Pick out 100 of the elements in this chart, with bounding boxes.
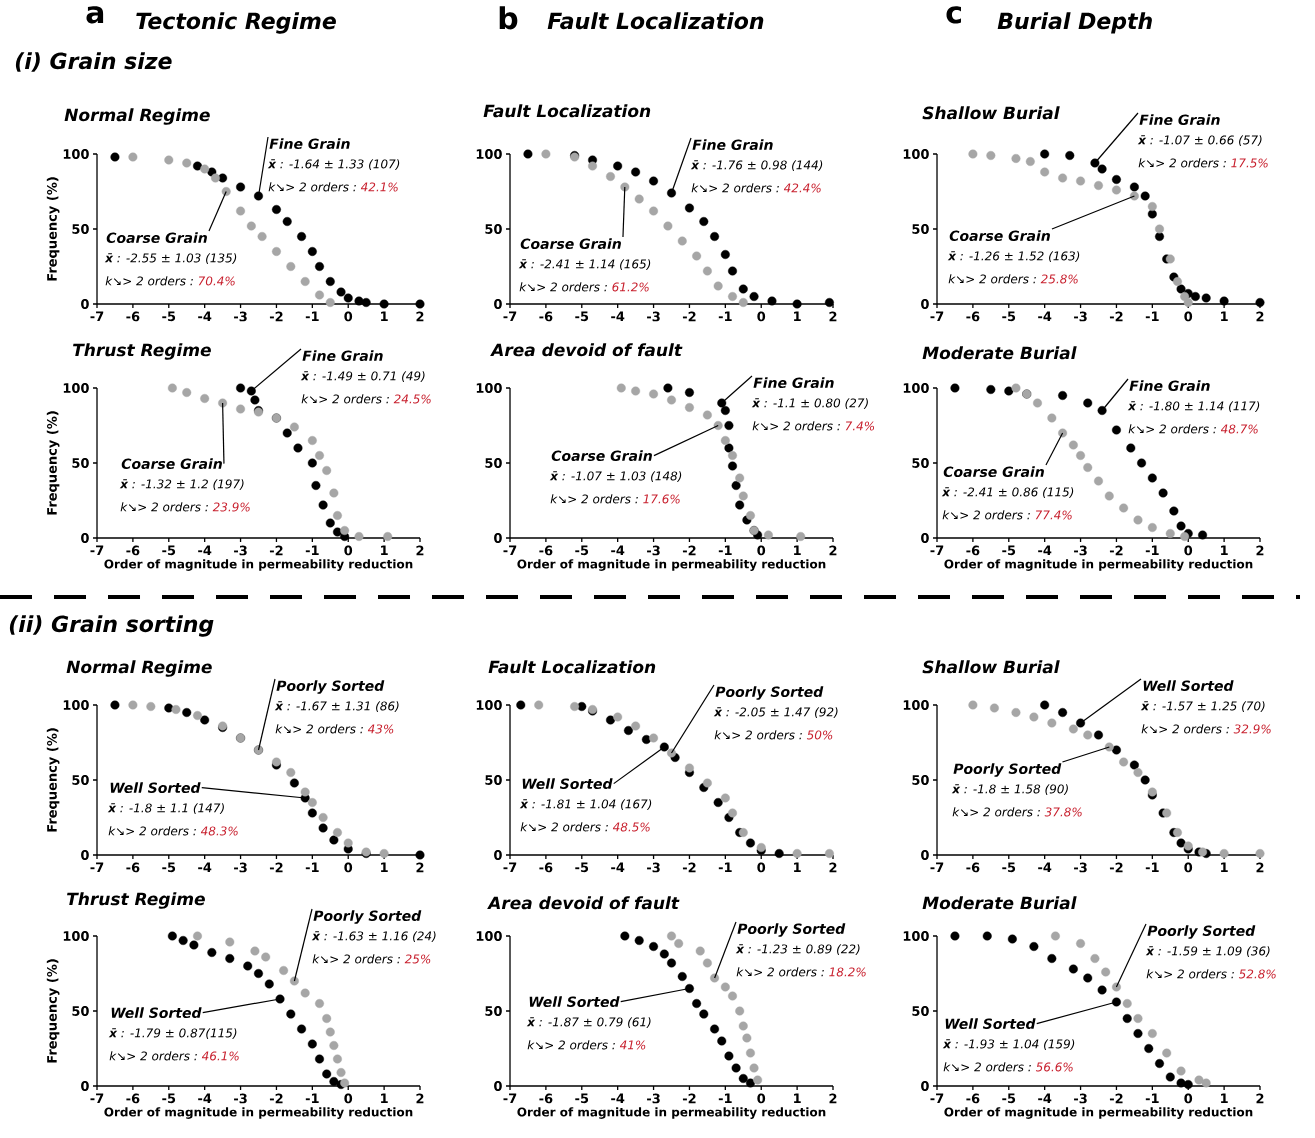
x-tick-label: -7 <box>503 862 517 873</box>
x-tick-label: -2 <box>269 1093 283 1104</box>
chart-title: Fault Localization <box>488 660 656 674</box>
x-tick-label: -1 <box>1145 1093 1159 1104</box>
x-tick-label: -3 <box>234 1093 247 1104</box>
text: 7.4% <box>845 421 875 431</box>
x-tick-label: -1 <box>718 862 732 873</box>
x-tick-label: -7 <box>930 311 944 322</box>
annotation: x̄ : -1.57 ± 1.25 (70) <box>1140 701 1265 712</box>
chart-title: Moderate Burial <box>922 896 1077 910</box>
annotation: 25% <box>404 954 431 964</box>
x-tick-label: -7 <box>90 311 104 322</box>
text: Fine Grain <box>692 139 773 151</box>
y-tick-label: 100 <box>476 700 502 710</box>
x-tick-label: 2 <box>1256 311 1264 322</box>
x-tick-label: -5 <box>1002 862 1016 873</box>
annotation: x̄ : -1.1 ± 0.80 (27) <box>751 398 868 409</box>
y-tick-label: 50 <box>912 458 929 468</box>
x-tick-label: -6 <box>126 862 140 873</box>
text: Well Sorted <box>111 1007 202 1019</box>
x-tick-label: 2 <box>829 1093 837 1104</box>
annotation: k↘> 2 orders : <box>948 274 1036 284</box>
x-tick-label: 1 <box>1221 1093 1228 1104</box>
annotation: 46.1% <box>201 1051 239 1061</box>
x-tick-label: -2 <box>1109 545 1123 556</box>
text: Coarse Grain <box>121 458 222 470</box>
chart-title: Normal Regime <box>66 660 212 677</box>
x-tick-label: -1 <box>305 862 319 873</box>
x-tick-label: 1 <box>381 1093 388 1104</box>
chart-title: Area devoid of fault <box>487 896 680 910</box>
annotation: k↘> 2 orders : <box>952 807 1040 817</box>
annotation: k↘> 2 orders : <box>942 510 1030 520</box>
x-tick-label: 2 <box>416 862 424 873</box>
annotation: 32.9% <box>1233 724 1271 734</box>
annotation: 23.9% <box>212 502 250 512</box>
x-tick-label: -7 <box>90 862 104 873</box>
annotation: 48.5% <box>612 822 650 832</box>
annotation: k↘> 2 orders : <box>519 282 607 292</box>
annotation: 37.8% <box>1044 807 1082 817</box>
x-tick-label: -4 <box>611 311 625 322</box>
x-tick-label: -5 <box>162 545 176 556</box>
text: Poorly Sorted <box>276 680 385 694</box>
annotation: k↘> 2 orders : <box>109 1051 197 1061</box>
x-tick-label: -4 <box>1038 1093 1052 1104</box>
annotation: x̄ : -1.26 ± 1.52 (163) <box>947 251 1080 262</box>
y-tick-label: 50 <box>485 224 502 234</box>
x-tick-label: -2 <box>269 862 283 873</box>
annotation: k↘> 2 orders : <box>1138 158 1226 168</box>
annotation: 42.1% <box>360 182 398 192</box>
x-tick-label: -1 <box>718 1093 732 1104</box>
text: x̄ : -1.07 ± 0.66 (57) <box>1137 135 1262 146</box>
text: b <box>499 6 518 30</box>
annotation: x̄ : -1.23 ± 0.89 (22) <box>735 944 860 955</box>
y-tick-label: 0 <box>494 1081 502 1091</box>
x-tick-label: -4 <box>611 545 625 556</box>
annotation: 48.3% <box>200 826 238 836</box>
y-tick-label: 100 <box>63 149 89 159</box>
annotation: x̄ : -2.41 ± 0.86 (115) <box>941 487 1074 498</box>
x-tick-label: 2 <box>1256 1093 1264 1104</box>
text: Well Sorted <box>522 778 613 790</box>
y-tick-label: 50 <box>485 458 502 468</box>
annotation: k↘> 2 orders : <box>1146 969 1234 979</box>
x-tick-label: -4 <box>611 1093 625 1104</box>
y-tick-label: 100 <box>903 700 929 710</box>
x-tick-label: 0 <box>1184 311 1193 322</box>
x-tick-label: -7 <box>90 1093 104 1104</box>
annotation: x̄ : -1.07 ± 1.03 (148) <box>549 471 682 482</box>
chart-title: Shallow Burial <box>922 106 1060 120</box>
x-tick-label: -3 <box>647 545 660 556</box>
text: Fine Grain <box>269 138 350 150</box>
x-tick-label: -2 <box>1109 862 1123 873</box>
text: x̄ : -1.49 ± 0.71 (49) <box>300 371 425 382</box>
annotation: 24.5% <box>393 394 431 404</box>
y-tick-label: 50 <box>72 224 89 234</box>
x-axis-title: Order of magnitude in permeability reduction <box>944 1107 1253 1119</box>
annotation: 25.8% <box>1040 274 1078 284</box>
x-axis-title: Order of magnitude in permeability reduction <box>944 559 1253 571</box>
x-tick-label: -1 <box>1145 862 1159 873</box>
x-tick-label: -5 <box>1002 1093 1016 1104</box>
x-tick-label: -5 <box>162 862 176 873</box>
annotation: k↘> 2 orders : <box>752 421 840 431</box>
annotation: x̄ : -2.55 ± 1.03 (135) <box>104 253 237 264</box>
x-tick-label: -7 <box>503 311 517 322</box>
text: (i) Grain size <box>15 52 172 72</box>
y-tick-label: 100 <box>476 931 502 941</box>
y-tick-label: 0 <box>921 299 929 309</box>
x-tick-label: -3 <box>647 862 660 873</box>
x-tick-label: -1 <box>305 1093 319 1104</box>
annotation: 52.8% <box>1238 969 1276 979</box>
text: Well Sorted <box>945 1018 1036 1030</box>
annotation: k↘> 2 orders : <box>312 954 400 964</box>
annotation: x̄ : -1.63 ± 1.16 (24) <box>311 931 436 942</box>
x-tick-label: 0 <box>1184 1093 1193 1104</box>
text: Poorly Sorted <box>953 763 1062 777</box>
x-tick-label: -7 <box>930 545 944 556</box>
x-tick-label: 1 <box>794 311 801 322</box>
y-tick-label: 0 <box>81 533 89 543</box>
x-axis-title: Order of magnitude in permeability reduction <box>517 559 826 571</box>
x-tick-label: -6 <box>966 311 980 322</box>
y-tick-label: 100 <box>63 383 89 393</box>
